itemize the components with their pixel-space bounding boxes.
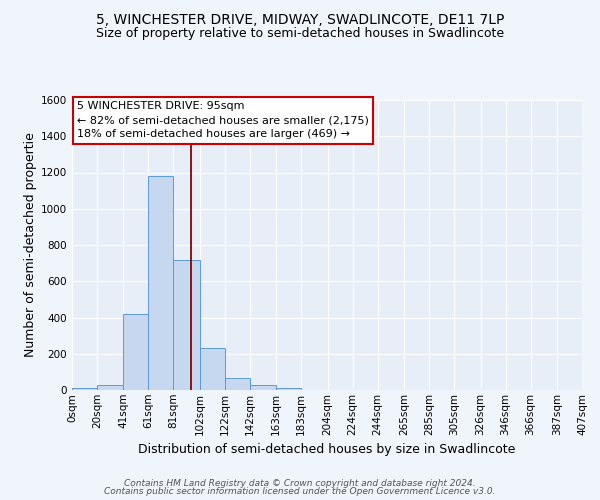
Bar	[124, 314, 148, 390]
Text: Contains HM Land Registry data © Crown copyright and database right 2024.: Contains HM Land Registry data © Crown c…	[124, 478, 476, 488]
Bar	[148, 176, 173, 390]
Bar	[72, 388, 97, 390]
Bar	[173, 260, 200, 390]
Y-axis label: Number of semi-detached propertie: Number of semi-detached propertie	[24, 132, 37, 358]
Bar	[225, 378, 250, 390]
Bar	[276, 388, 301, 390]
Bar	[250, 385, 276, 390]
X-axis label: Distribution of semi-detached houses by size in Swadlincote: Distribution of semi-detached houses by …	[139, 443, 515, 456]
Text: Contains public sector information licensed under the Open Government Licence v3: Contains public sector information licen…	[104, 487, 496, 496]
Text: Size of property relative to semi-detached houses in Swadlincote: Size of property relative to semi-detach…	[96, 28, 504, 40]
Text: 5, WINCHESTER DRIVE, MIDWAY, SWADLINCOTE, DE11 7LP: 5, WINCHESTER DRIVE, MIDWAY, SWADLINCOTE…	[96, 12, 504, 26]
Bar	[97, 386, 124, 390]
Bar	[200, 348, 225, 390]
Text: 5 WINCHESTER DRIVE: 95sqm
← 82% of semi-detached houses are smaller (2,175)
18% : 5 WINCHESTER DRIVE: 95sqm ← 82% of semi-…	[77, 102, 369, 140]
